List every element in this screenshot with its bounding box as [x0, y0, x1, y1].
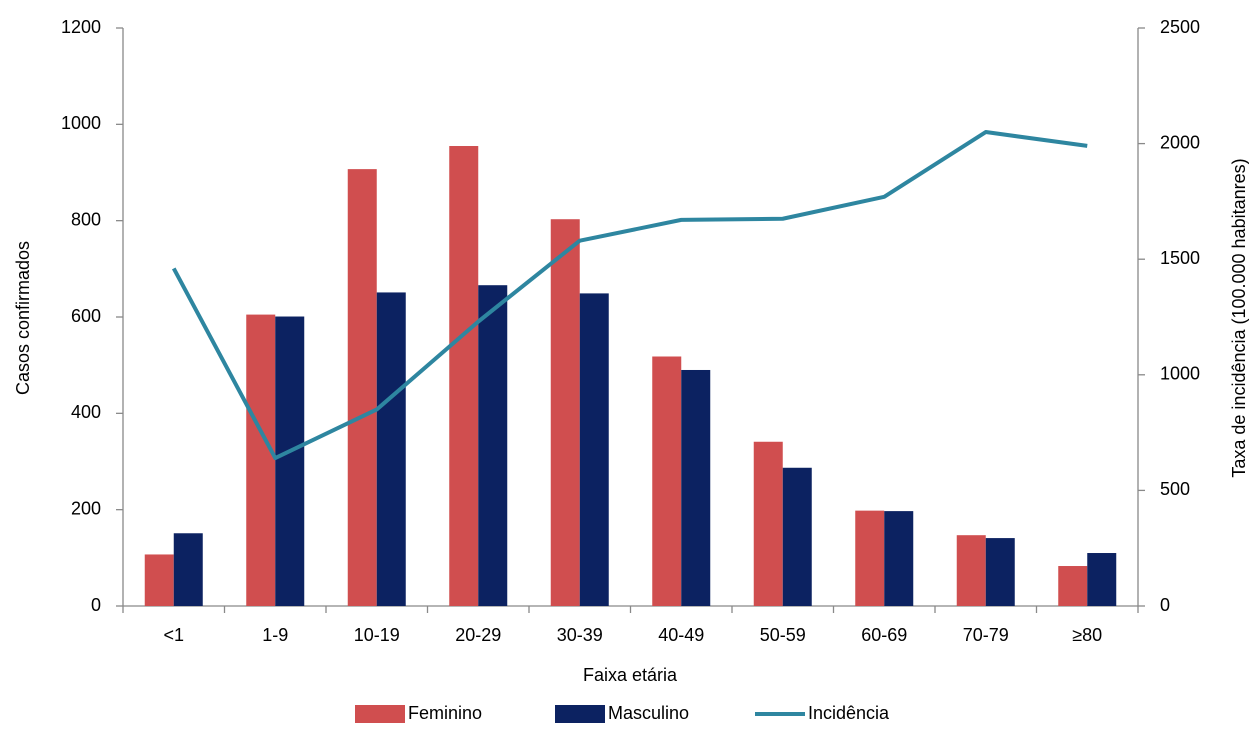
bar — [855, 510, 885, 606]
x-axis-title: Faixa etária — [583, 665, 678, 685]
y2-tick-label: 2000 — [1160, 132, 1200, 152]
bar — [1087, 553, 1117, 606]
y-tick-label: 1200 — [61, 17, 101, 37]
x-tick-label: 60-69 — [861, 625, 907, 645]
bar — [449, 146, 479, 606]
legend-swatch — [555, 705, 605, 723]
bar — [753, 441, 783, 606]
bar — [275, 316, 305, 606]
bar — [144, 554, 174, 606]
legend-swatch — [355, 705, 405, 723]
x-tick-label: 50-59 — [760, 625, 806, 645]
x-tick-label: 20-29 — [455, 625, 501, 645]
y-tick-label: 800 — [71, 209, 101, 229]
legend-label: Incidência — [808, 703, 890, 723]
y-tick-label: 600 — [71, 306, 101, 326]
bar — [782, 467, 812, 606]
legend-label: Feminino — [408, 703, 482, 723]
y2-tick-label: 500 — [1160, 479, 1190, 499]
y2-tick-label: 1000 — [1160, 364, 1200, 384]
bar — [347, 169, 377, 606]
x-tick-label: 1-9 — [262, 625, 288, 645]
bar — [985, 538, 1015, 606]
bar — [1058, 566, 1088, 606]
y-tick-label: 0 — [91, 595, 101, 615]
bar — [246, 314, 276, 606]
x-tick-label: <1 — [163, 625, 184, 645]
y2-axis-title: Taxa de incidência (100.000 habitanres) — [1229, 158, 1249, 477]
y-axis-title: Casos confirmados — [13, 241, 33, 395]
x-tick-label: ≥80 — [1072, 625, 1102, 645]
y-tick-label: 200 — [71, 498, 101, 518]
bar — [478, 285, 508, 606]
bar — [173, 533, 203, 606]
bar — [956, 535, 986, 606]
bar — [550, 219, 580, 606]
line — [171, 130, 1088, 461]
y-tick-label: 1000 — [61, 113, 101, 133]
bar — [579, 293, 609, 606]
bar — [376, 292, 406, 606]
y2-tick-label: 2500 — [1160, 17, 1200, 37]
x-tick-label: 30-39 — [557, 625, 603, 645]
bar — [884, 511, 914, 606]
x-tick-label: 10-19 — [354, 625, 400, 645]
bar — [681, 369, 711, 606]
y2-tick-label: 1500 — [1160, 248, 1200, 268]
x-tick-label: 40-49 — [658, 625, 704, 645]
bar — [652, 356, 682, 606]
y2-tick-label: 0 — [1160, 595, 1170, 615]
x-tick-label: 70-79 — [963, 625, 1009, 645]
y-tick-label: 400 — [71, 402, 101, 422]
legend-label: Masculino — [608, 703, 689, 723]
